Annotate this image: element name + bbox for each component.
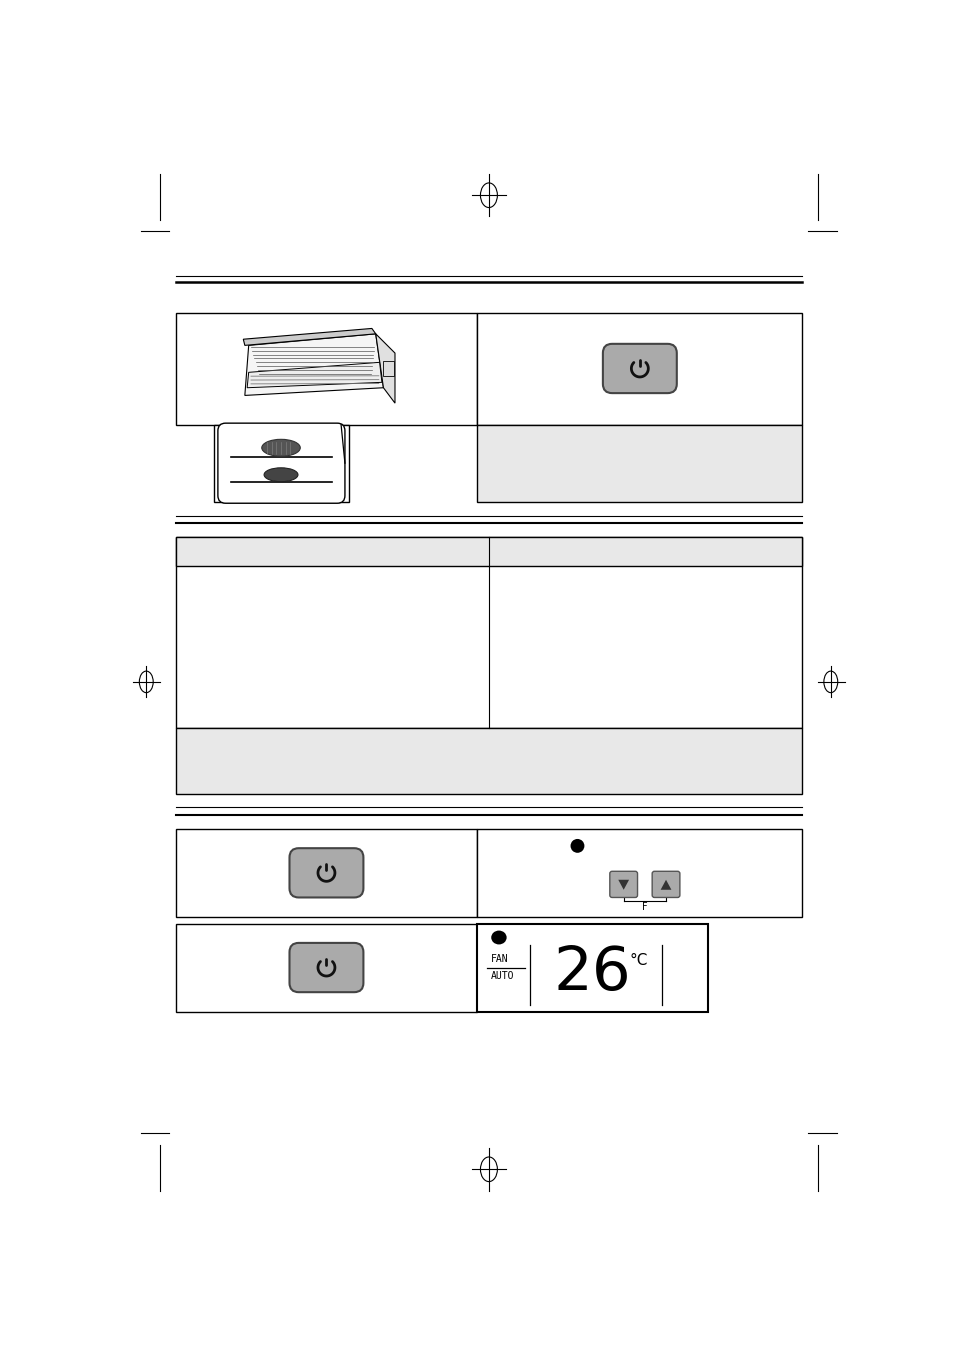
FancyBboxPatch shape xyxy=(289,848,363,897)
Bar xyxy=(213,424,349,501)
Polygon shape xyxy=(247,362,381,388)
Bar xyxy=(476,424,801,501)
Ellipse shape xyxy=(261,439,300,457)
Bar xyxy=(175,924,476,1012)
Polygon shape xyxy=(618,880,628,890)
Text: °C: °C xyxy=(629,952,648,969)
Text: 26: 26 xyxy=(554,944,631,1004)
FancyBboxPatch shape xyxy=(609,871,637,897)
Bar xyxy=(476,313,801,424)
FancyBboxPatch shape xyxy=(652,871,679,897)
Polygon shape xyxy=(245,334,383,396)
FancyBboxPatch shape xyxy=(289,943,363,992)
Bar xyxy=(175,538,801,728)
Bar xyxy=(175,830,476,917)
Bar xyxy=(175,538,801,566)
Polygon shape xyxy=(375,334,395,403)
Bar xyxy=(175,313,476,424)
Bar xyxy=(476,830,801,917)
Ellipse shape xyxy=(264,467,297,482)
Text: FAN: FAN xyxy=(491,954,508,965)
FancyBboxPatch shape xyxy=(602,345,676,393)
Text: F: F xyxy=(641,902,647,912)
Ellipse shape xyxy=(570,839,584,852)
Ellipse shape xyxy=(491,931,506,944)
Bar xyxy=(383,361,394,376)
Bar xyxy=(175,728,801,793)
Text: AUTO: AUTO xyxy=(491,971,515,981)
Bar xyxy=(476,924,708,1012)
Polygon shape xyxy=(243,328,375,346)
Polygon shape xyxy=(659,880,671,890)
FancyBboxPatch shape xyxy=(217,423,345,503)
